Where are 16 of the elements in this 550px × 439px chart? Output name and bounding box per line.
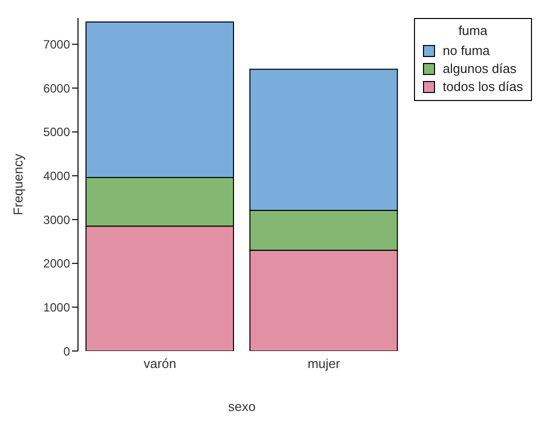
y-tick-label: 1000	[43, 300, 70, 314]
y-axis-title: Frequency	[10, 153, 26, 216]
y-tick-label: 2000	[43, 256, 70, 271]
legend-label: todos los días	[442, 78, 523, 96]
y-tick-label: 5000	[43, 125, 70, 140]
y-tick-label: 7000	[43, 38, 70, 52]
x-tick-label: mujer	[308, 356, 341, 372]
x-axis-title: sexo	[228, 399, 256, 414]
y-tick-label: 3000	[43, 212, 70, 227]
y-tick-label: 4000	[43, 168, 70, 183]
y-tick-label: 6000	[43, 81, 70, 96]
legend-title: fuma	[457, 23, 488, 38]
legend-label: algunos días	[442, 60, 517, 78]
legend-label: no fuma	[442, 42, 490, 60]
x-tick-label: varón	[144, 356, 176, 372]
y-tick-label: 0	[63, 344, 70, 358]
